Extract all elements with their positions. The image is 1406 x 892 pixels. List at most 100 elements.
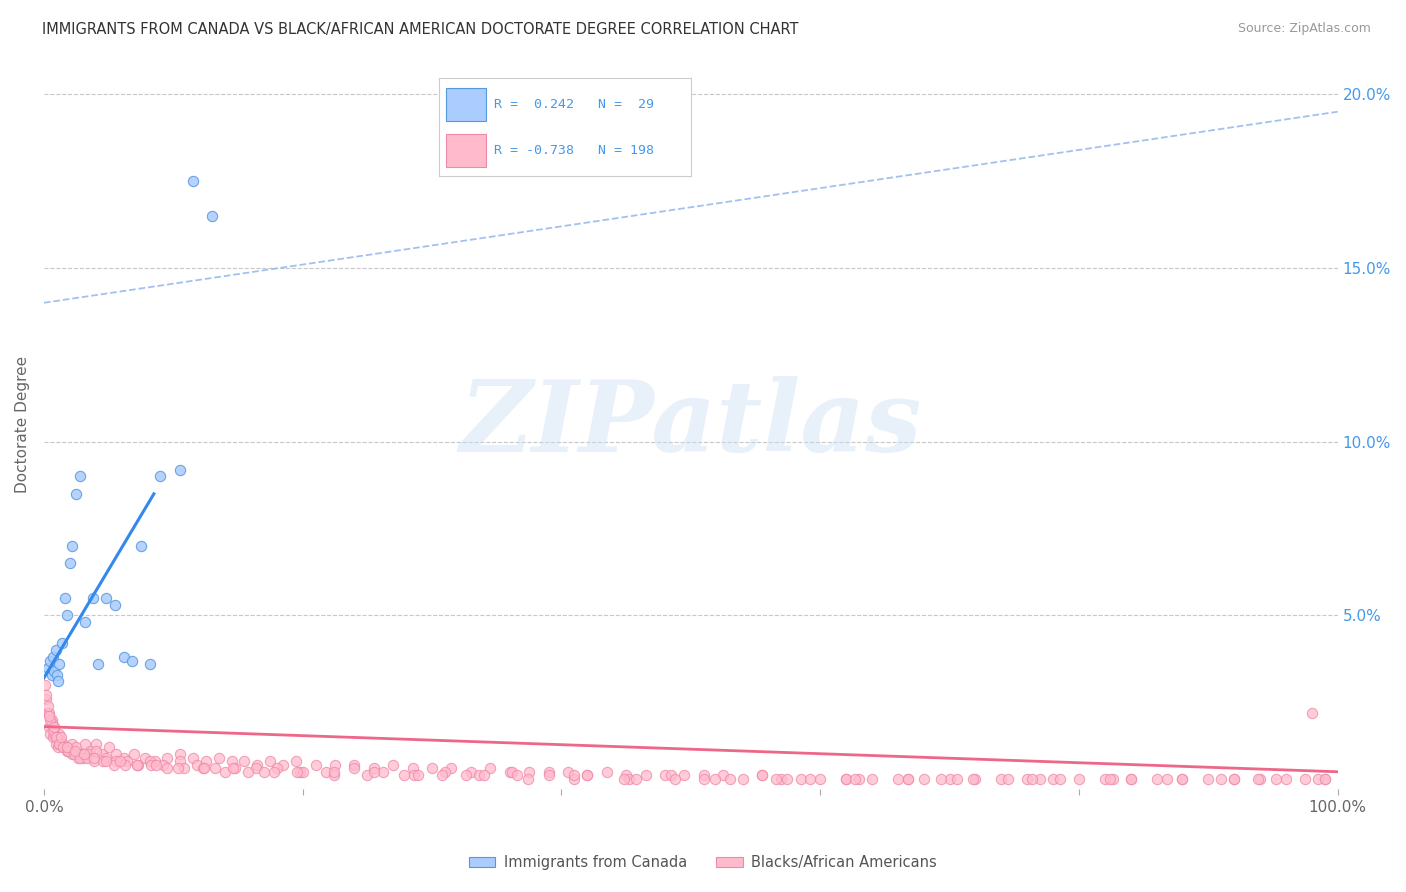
Point xyxy=(112,751,135,765)
Point xyxy=(1313,772,1336,786)
Text: ZIPatlas: ZIPatlas xyxy=(460,376,922,473)
Point xyxy=(1146,772,1168,786)
Point xyxy=(626,772,648,786)
Point xyxy=(44,720,66,734)
Point xyxy=(564,772,586,786)
Point xyxy=(37,698,59,713)
Point xyxy=(38,720,60,734)
Point xyxy=(499,764,522,779)
Point xyxy=(1246,772,1268,786)
Point xyxy=(965,772,987,786)
Point xyxy=(35,689,58,703)
Point xyxy=(1301,706,1323,720)
Point xyxy=(167,761,190,775)
Point xyxy=(46,674,69,689)
Point xyxy=(808,772,831,786)
Point xyxy=(104,598,127,612)
Point xyxy=(433,764,456,779)
Point xyxy=(343,761,366,775)
Point xyxy=(765,772,787,786)
Point xyxy=(37,706,59,720)
Point xyxy=(1029,772,1052,786)
Point xyxy=(1294,772,1316,786)
Point xyxy=(844,772,866,786)
Point xyxy=(48,737,70,751)
Point xyxy=(887,772,910,786)
Point xyxy=(245,761,267,775)
Point xyxy=(44,720,66,734)
Point xyxy=(323,757,346,772)
Point xyxy=(799,772,821,786)
Point xyxy=(114,757,136,772)
Point xyxy=(1119,772,1142,786)
Point xyxy=(1264,772,1286,786)
Point xyxy=(59,557,82,571)
Point xyxy=(371,764,394,779)
Point xyxy=(860,772,883,786)
Point xyxy=(315,764,337,779)
Point xyxy=(39,713,62,727)
Text: Source: ZipAtlas.com: Source: ZipAtlas.com xyxy=(1237,22,1371,36)
Point xyxy=(94,755,117,769)
Point xyxy=(1223,772,1246,786)
Point xyxy=(60,539,83,553)
Point xyxy=(1313,772,1336,786)
Point xyxy=(83,755,105,769)
Point xyxy=(1156,772,1178,786)
Point xyxy=(41,716,63,731)
Point xyxy=(44,726,66,740)
Point xyxy=(304,757,326,772)
Point xyxy=(263,764,285,779)
Point xyxy=(233,755,256,769)
Point xyxy=(45,667,67,681)
Point xyxy=(1275,772,1298,786)
Point xyxy=(718,772,741,786)
Point xyxy=(125,757,148,772)
Point xyxy=(141,757,163,772)
Point xyxy=(60,747,83,762)
Point xyxy=(156,761,179,775)
Point xyxy=(169,747,191,762)
Point xyxy=(110,755,132,769)
Point xyxy=(517,764,540,779)
Point xyxy=(479,761,502,775)
Point xyxy=(454,768,477,782)
Point xyxy=(285,755,308,769)
Point xyxy=(406,768,429,782)
Point xyxy=(612,772,634,786)
Point xyxy=(45,730,67,744)
Point xyxy=(76,751,98,765)
Point xyxy=(246,757,269,772)
Point xyxy=(238,764,260,779)
Point xyxy=(186,757,208,772)
Point xyxy=(253,764,276,779)
Point xyxy=(990,772,1012,786)
Point xyxy=(60,737,83,751)
Point xyxy=(614,768,637,782)
Point xyxy=(42,650,65,665)
Point xyxy=(576,768,599,782)
Point xyxy=(401,761,423,775)
Point xyxy=(848,772,870,786)
Point xyxy=(41,713,63,727)
Point xyxy=(84,744,107,758)
Point xyxy=(48,657,70,671)
Point xyxy=(440,761,463,775)
Point xyxy=(91,747,114,762)
Point xyxy=(1101,772,1123,786)
Point xyxy=(65,740,87,755)
Point xyxy=(79,744,101,758)
Point xyxy=(516,772,538,786)
Point xyxy=(46,740,69,755)
Point xyxy=(564,768,586,782)
Point xyxy=(52,737,75,751)
Point xyxy=(181,751,204,765)
Point xyxy=(127,757,149,772)
Point xyxy=(420,761,443,775)
Point xyxy=(704,772,727,786)
Point xyxy=(929,772,952,786)
Point xyxy=(654,768,676,782)
Point xyxy=(661,768,683,782)
Point xyxy=(82,591,104,605)
Point xyxy=(596,764,619,779)
